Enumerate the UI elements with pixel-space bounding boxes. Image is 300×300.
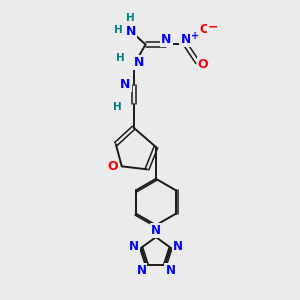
Text: N: N: [125, 25, 136, 38]
Text: O: O: [198, 58, 208, 71]
Text: N: N: [165, 264, 176, 277]
Text: N: N: [181, 33, 191, 46]
Text: H: H: [126, 13, 135, 23]
Text: N: N: [161, 33, 172, 46]
Text: H: H: [114, 25, 123, 34]
Text: +: +: [190, 31, 199, 41]
Text: N: N: [151, 224, 161, 237]
Text: N: N: [134, 56, 144, 69]
Text: N: N: [120, 78, 130, 91]
Text: N: N: [136, 264, 146, 277]
Text: H: H: [116, 53, 125, 63]
Text: −: −: [208, 21, 219, 34]
Text: H: H: [113, 102, 122, 112]
Text: N: N: [173, 240, 183, 253]
Text: N: N: [129, 240, 139, 253]
Text: O: O: [107, 160, 118, 173]
Text: O: O: [200, 23, 210, 36]
